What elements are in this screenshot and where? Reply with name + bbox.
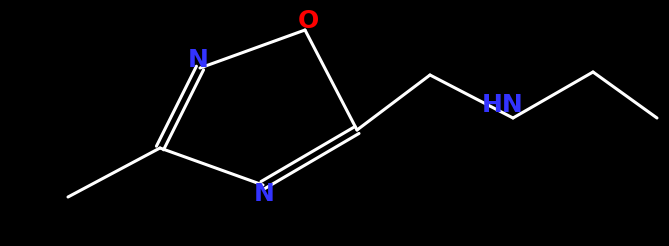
Text: O: O	[298, 9, 318, 33]
Text: N: N	[187, 48, 209, 72]
Text: HN: HN	[482, 93, 524, 117]
Text: N: N	[254, 182, 274, 206]
